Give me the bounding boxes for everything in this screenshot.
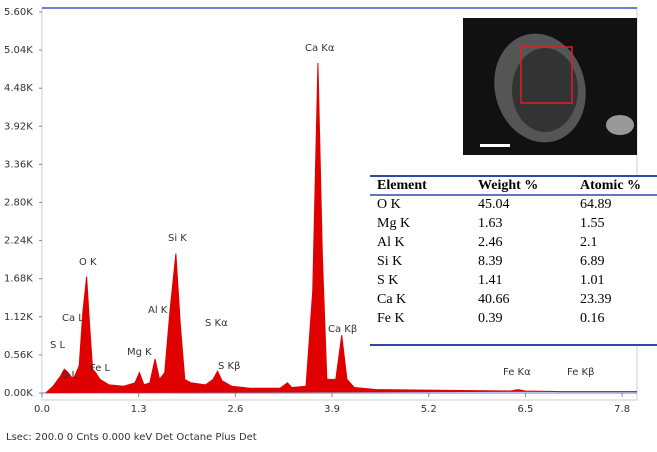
- table-cell: 1.01: [580, 273, 605, 288]
- y-tick-label: 0.00K: [4, 388, 33, 399]
- table-cell: 1.63: [478, 216, 503, 231]
- table-cell: O K: [377, 197, 401, 212]
- peak-label: Fe Kα: [503, 367, 531, 378]
- table-cell: S K: [377, 273, 398, 288]
- y-tick-label: 4.48K: [4, 83, 33, 94]
- table-cell: 1.41: [478, 273, 503, 288]
- peak-label: Si K: [168, 233, 187, 244]
- table-cell: 0.16: [580, 311, 605, 326]
- peak-label: S L: [62, 370, 78, 381]
- y-tick-label: 5.60K: [4, 7, 33, 18]
- table-bg: [370, 176, 657, 346]
- peak-label: S Kα: [205, 318, 228, 329]
- table-cell: 64.89: [580, 197, 612, 212]
- peak-label: O K: [79, 257, 97, 268]
- table-cell: 2.1: [580, 235, 598, 250]
- result-table: Element Weight % Atomic % O K 45.04 64.89 Mg K…: [370, 175, 657, 346]
- table-cell: Mg K: [377, 216, 410, 231]
- x-tick-label: 5.2: [421, 404, 437, 415]
- table-cell: Si K: [377, 254, 402, 269]
- table-cell: 6.89: [580, 254, 605, 269]
- table-header: Atomic %: [580, 178, 641, 193]
- peak-label: Ca L: [62, 313, 84, 324]
- peak-label: Al K: [148, 305, 168, 316]
- y-tick-label: 5.04K: [4, 45, 33, 56]
- table-cell: 1.55: [580, 216, 605, 231]
- table-cell: 40.66: [478, 292, 510, 307]
- peak-label: Fe Kβ: [567, 367, 594, 378]
- micrograph: [463, 18, 637, 155]
- x-tick-label: 1.3: [131, 404, 147, 415]
- y-tick-label: 1.12K: [4, 312, 33, 323]
- table-cell: 23.39: [580, 292, 612, 307]
- table-cell: Ca K: [377, 292, 406, 307]
- x-tick-label: 3.9: [324, 404, 340, 415]
- peak-label: Ca Kβ: [328, 324, 357, 335]
- x-tick-label: 7.8: [614, 404, 630, 415]
- y-tick-label: 2.24K: [4, 236, 33, 247]
- table-cell: 0.39: [478, 311, 503, 326]
- peak-label: Mg K: [127, 347, 152, 358]
- table-header: Element: [377, 178, 427, 193]
- x-tick-label: 6.5: [517, 404, 533, 415]
- table-header: Weight %: [478, 178, 538, 193]
- table-cell: Fe K: [377, 311, 405, 326]
- y-tick-label: 3.36K: [4, 159, 33, 170]
- peak-label: S Kβ: [218, 361, 240, 372]
- table-cell: 8.39: [478, 254, 503, 269]
- y-tick-label: 0.56K: [4, 350, 33, 361]
- spectrum: [45, 63, 637, 394]
- x-tick-label: 0.0: [34, 404, 50, 415]
- table-cell: Al K: [377, 235, 405, 250]
- y-tick-label: 2.80K: [4, 198, 33, 209]
- peak-label: S L: [50, 340, 66, 351]
- y-tick-label: 3.92K: [4, 121, 33, 132]
- table-cell: 2.46: [478, 235, 503, 250]
- peak-label: Fe L: [90, 363, 111, 374]
- x-tick-label: 2.6: [227, 404, 243, 415]
- peak-label: Ca Kα: [305, 43, 335, 54]
- y-tick-label: 1.68K: [4, 274, 33, 285]
- table-cell: 45.04: [478, 197, 510, 212]
- footer: Lsec: 200.0 0 Cnts 0.000 keV Det Octane …: [6, 432, 257, 443]
